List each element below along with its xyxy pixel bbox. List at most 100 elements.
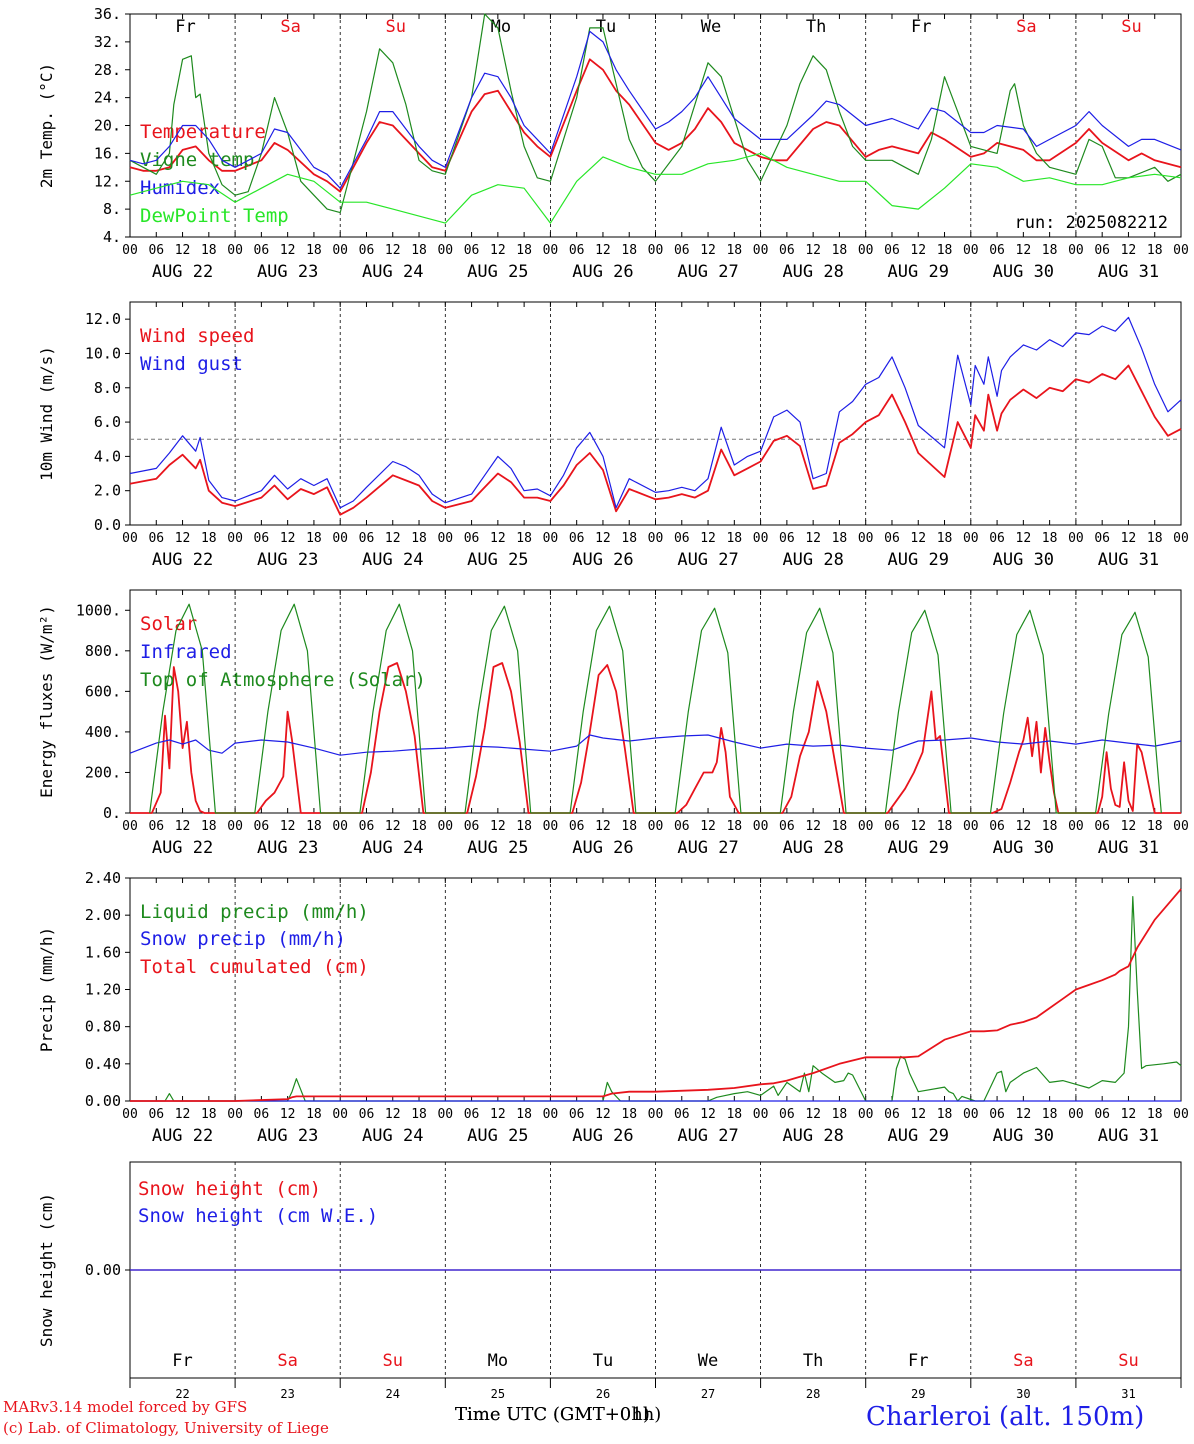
date-label: AUG 25	[467, 1126, 528, 1146]
hour-tick-label: 00	[1068, 243, 1084, 258]
hour-tick-label: 18	[201, 819, 217, 834]
hour-tick-label: 00	[227, 1107, 243, 1122]
hour-tick-label: 18	[832, 819, 848, 834]
hour-tick-label: 18	[411, 531, 427, 546]
hour-tick-label: 18	[306, 1107, 322, 1122]
date-label: AUG 27	[677, 1126, 738, 1146]
hour-tick-label: 00	[858, 1107, 874, 1122]
date-label: AUG 22	[152, 1126, 213, 1146]
hour-tick-label: 00	[437, 531, 453, 546]
panel-2: 0.0 2.0 4.0 6.0 8.0 10.0 12.0 10m Wind (m/s) 00 0…	[37, 301, 1189, 570]
hour-tick-label: 06	[1094, 531, 1110, 546]
run-annotation: run: 2025082212	[1014, 213, 1168, 233]
panel-4: 0.00 0.40 0.80 1.20 1.60 2.00 2.40 Precip (mm/h…	[37, 869, 1189, 1146]
hour-tick-label: 12	[1016, 819, 1032, 834]
hour-tick-label: 18	[726, 243, 742, 258]
hour-tick-label: 18	[1147, 819, 1163, 834]
hour-tick-label: 00	[648, 243, 664, 258]
date-label: AUG 29	[888, 1126, 949, 1146]
y-axis-label: 10m Wind (m/s)	[37, 346, 56, 481]
legend-entry: Liquid precip (mm/h)	[140, 901, 369, 923]
hour-tick-label: 18	[1042, 1107, 1058, 1122]
legend-entry: Vigne temp	[140, 149, 254, 171]
day-letter: Mo	[491, 17, 511, 37]
day-letter: Tu	[596, 17, 616, 37]
hour-tick-label: 12	[595, 1107, 611, 1122]
date-label: AUG 27	[677, 838, 738, 858]
legend-entry: Snow height (cm W.E.)	[138, 1205, 378, 1227]
hour-tick-label: 12	[910, 819, 926, 834]
hour-tick-label: 12	[175, 243, 191, 258]
hour-tick-label: 06	[148, 531, 164, 546]
date-label: AUG 26	[572, 838, 633, 858]
series-line-humidex	[129, 30, 1182, 189]
hour-tick-label: 06	[884, 243, 900, 258]
hour-tick-label: 00	[543, 1107, 559, 1122]
hour-tick-label: 12	[805, 819, 821, 834]
day-letter: Fr	[908, 1351, 928, 1371]
date-label: AUG 30	[993, 1126, 1054, 1146]
panel-5: 0.00 Snow height (cm) Fr Sa Su Mo Tu We Th Fr Sa Su…	[37, 1161, 1182, 1401]
y-tick-label: 10.0	[85, 344, 121, 362]
day-letter: Su	[1118, 1351, 1138, 1371]
hour-tick-label: 06	[464, 243, 480, 258]
y-tick-label: 2.40	[85, 869, 121, 887]
y-axis-label: Snow height (cm)	[37, 1193, 56, 1347]
hour-tick-label: 18	[726, 531, 742, 546]
legend-entry: Top of Atmosphere (Solar)	[140, 669, 426, 691]
hour-tick-label: 12	[175, 819, 191, 834]
time-axis-label-a: Time UTC (GMT+01h)	[455, 1404, 662, 1425]
hour-tick-label: 00	[753, 243, 769, 258]
y-tick-label: 12.0	[85, 310, 121, 328]
hour-tick-label: 12	[490, 1107, 506, 1122]
hour-tick-label: 18	[516, 531, 532, 546]
date-label: AUG 24	[362, 1126, 423, 1146]
hour-tick-label: 00	[858, 243, 874, 258]
legend-entry: Temperature	[140, 121, 266, 143]
legend-entry: Solar	[140, 613, 197, 635]
hour-tick-label: 00	[858, 819, 874, 834]
hour-tick-label: 06	[148, 243, 164, 258]
hour-tick-label: 12	[1016, 531, 1032, 546]
date-label: AUG 24	[362, 838, 423, 858]
y-tick-label: 8.0	[94, 379, 121, 397]
hour-tick-label: 06	[464, 1107, 480, 1122]
hour-tick-label: 00	[963, 243, 979, 258]
hour-tick-label: 12	[385, 243, 401, 258]
y-tick-label: 2.00	[85, 906, 121, 924]
hour-tick-label: 18	[621, 819, 637, 834]
hour-tick-label: 12	[490, 243, 506, 258]
hour-tick-label: 18	[1042, 819, 1058, 834]
date-label: AUG 27	[677, 550, 738, 570]
y-tick-label: 6.0	[94, 413, 121, 431]
hour-tick-label: 12	[385, 1107, 401, 1122]
hour-tick-label: 12	[805, 1107, 821, 1122]
hour-tick-label: 06	[779, 1107, 795, 1122]
hour-tick-label: 00	[543, 243, 559, 258]
hour-tick-label: 06	[779, 243, 795, 258]
legend-entry: Humidex	[140, 177, 220, 199]
y-axis-label: Precip (mm/h)	[37, 927, 56, 1052]
hour-tick-label: 12	[595, 243, 611, 258]
y-tick-label: 36.	[94, 5, 121, 23]
day-letter: Su	[1121, 17, 1141, 37]
hour-tick-label: 06	[569, 819, 585, 834]
day-letter: Tu	[593, 1351, 613, 1371]
date-label: AUG 31	[1098, 838, 1159, 858]
date-label: AUG 23	[257, 838, 318, 858]
hour-tick-label: 00	[227, 819, 243, 834]
day-letter: We	[698, 1351, 718, 1371]
hour-tick-label: 12	[910, 531, 926, 546]
hour-tick-label: 06	[884, 819, 900, 834]
y-tick-label: 600.	[85, 682, 121, 700]
hour-tick-label: 00	[963, 819, 979, 834]
hour-tick-label: 12	[910, 243, 926, 258]
hour-tick-label: 12	[385, 819, 401, 834]
time-axis-label-b: Time UTC (GMT+0h)	[455, 1404, 650, 1425]
station-label: Charleroi (alt. 150m)	[866, 1402, 1145, 1432]
hour-tick-label: 00	[1173, 243, 1189, 258]
hour-tick-label: 12	[490, 531, 506, 546]
hour-tick-label: 18	[937, 243, 953, 258]
hour-tick-label: 00	[753, 819, 769, 834]
